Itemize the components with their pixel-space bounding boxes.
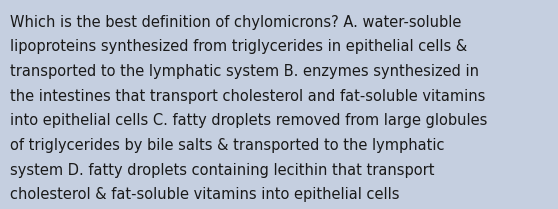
Text: transported to the lymphatic system B. enzymes synthesized in: transported to the lymphatic system B. e… — [10, 64, 479, 79]
Text: Which is the best definition of chylomicrons? A. water-soluble: Which is the best definition of chylomic… — [10, 15, 461, 30]
Text: cholesterol & fat-soluble vitamins into epithelial cells: cholesterol & fat-soluble vitamins into … — [10, 187, 400, 202]
Text: of triglycerides by bile salts & transported to the lymphatic: of triglycerides by bile salts & transpo… — [10, 138, 445, 153]
Text: into epithelial cells C. fatty droplets removed from large globules: into epithelial cells C. fatty droplets … — [10, 113, 488, 128]
Text: the intestines that transport cholesterol and fat-soluble vitamins: the intestines that transport cholestero… — [10, 89, 485, 104]
Text: lipoproteins synthesized from triglycerides in epithelial cells &: lipoproteins synthesized from triglyceri… — [10, 39, 467, 54]
Text: system D. fatty droplets containing lecithin that transport: system D. fatty droplets containing leci… — [10, 163, 435, 178]
